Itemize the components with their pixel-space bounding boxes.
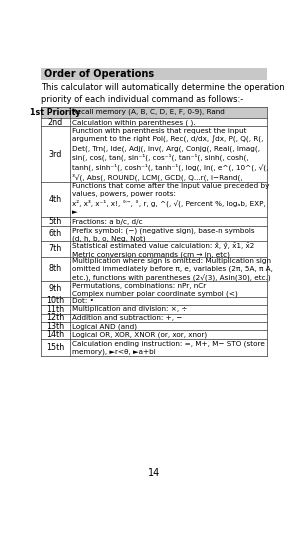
Text: 12th: 12th (46, 313, 64, 322)
Bar (40, 226, 267, 241)
Text: 14th: 14th (46, 330, 64, 339)
Text: 5th: 5th (49, 217, 62, 226)
Text: 13th: 13th (46, 322, 64, 330)
Bar (40, 296, 267, 305)
Text: Permutations, combinations: nPr, nCr
Complex number polar coordinate symbol (<): Permutations, combinations: nPr, nCr Com… (72, 282, 237, 297)
Text: Dot: •: Dot: • (72, 298, 94, 304)
Text: 15th: 15th (46, 343, 64, 352)
Bar (40, 241, 267, 256)
Text: Statistical estimated value calculation: x̂, ŷ, x̄1, x̄2
Metric conversion comm: Statistical estimated value calculation:… (72, 242, 254, 258)
Text: 11th: 11th (46, 305, 64, 314)
Bar (40, 107, 267, 118)
Text: Fractions: a b/c, d/c: Fractions: a b/c, d/c (72, 219, 142, 225)
Text: 3rd: 3rd (49, 150, 62, 159)
Bar (40, 281, 267, 296)
Text: 7th: 7th (49, 244, 62, 253)
Bar (40, 118, 267, 126)
Text: 2nd: 2nd (48, 118, 63, 127)
Text: Multiplication and division: ×, ÷: Multiplication and division: ×, ÷ (72, 306, 187, 313)
Text: Prefix symbol: (−) (negative sign), base-n symbols
(d, h, b, o, Neg, Not): Prefix symbol: (−) (negative sign), base… (72, 227, 254, 242)
Bar (40, 256, 267, 281)
Bar (40, 305, 267, 314)
Text: 6th: 6th (49, 229, 62, 238)
Text: 10th: 10th (46, 296, 64, 305)
Text: Order of Operations: Order of Operations (44, 69, 154, 79)
Text: Calculation within parentheses ( ).: Calculation within parentheses ( ). (72, 119, 195, 126)
Text: Logical OR, XOR, XNOR (or, xor, xnor): Logical OR, XOR, XNOR (or, xor, xnor) (72, 332, 207, 339)
Text: Logical AND (and): Logical AND (and) (72, 323, 136, 330)
Text: This calculator will automatically determine the operation
priority of each indi: This calculator will automatically deter… (40, 83, 284, 104)
Bar (40, 314, 267, 322)
Text: 1st Priority: 1st Priority (30, 108, 81, 117)
Text: Multiplication where sign is omitted: Multiplication sign
omitted immediately be: Multiplication where sign is omitted: Mu… (72, 258, 272, 282)
Bar (40, 126, 267, 182)
Text: Function with parenthesis that request the input
argument to the right Pol(, Rec: Function with parenthesis that request t… (72, 128, 268, 181)
Bar (40, 182, 267, 217)
Bar (40, 68, 267, 80)
Text: Recall memory (A, B, C, D, E, F, 0-9), Rand: Recall memory (A, B, C, D, E, F, 0-9), R… (72, 109, 224, 115)
Text: Functions that come after the input value preceded by
values, powers, power root: Functions that come after the input valu… (72, 183, 269, 215)
Text: 9th: 9th (49, 285, 62, 293)
Bar (40, 330, 267, 339)
Text: Addition and subtraction: +, −: Addition and subtraction: +, − (72, 315, 182, 321)
Bar (40, 217, 267, 226)
Text: 4th: 4th (49, 195, 62, 204)
Bar (40, 322, 267, 330)
Text: 14: 14 (148, 468, 160, 478)
Text: 8th: 8th (49, 265, 62, 273)
Text: Calculation ending instruction: =, M+, M− STO (store
memory), ►r<θ, ►a+bi: Calculation ending instruction: =, M+, M… (72, 340, 265, 355)
Bar (40, 339, 267, 356)
